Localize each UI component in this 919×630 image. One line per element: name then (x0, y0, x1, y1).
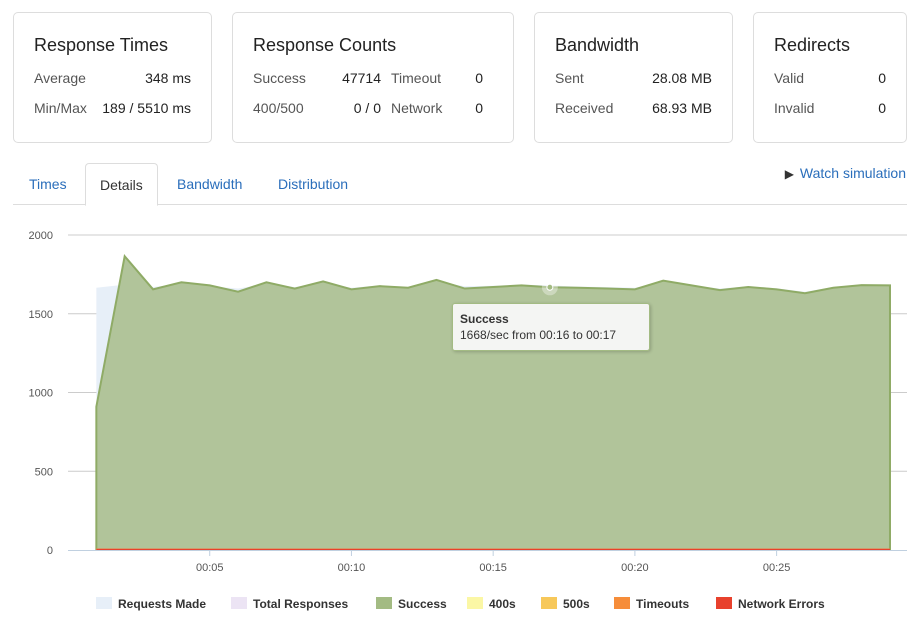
timeout-count-label: Timeout (391, 70, 442, 86)
received-label: Received (555, 100, 614, 116)
chart-axes: 2000 1500 1000 500 0 00:05 00:10 00:15 00:20 00:2… (29, 230, 907, 574)
tab-times[interactable]: Times (29, 176, 67, 192)
sent-label: Sent (555, 70, 584, 86)
tab-details[interactable]: Details (85, 163, 158, 206)
response-times-title: Response Times (34, 35, 169, 55)
legend-swatch (467, 597, 483, 609)
valid-label: Valid (774, 70, 805, 86)
chart-tabs: Times Details Bandwidth Distribution (13, 163, 907, 206)
y-tick-label: 500 (35, 466, 53, 478)
tooltip-title: Success (460, 312, 509, 326)
legend-network-errors[interactable]: Network Errors (716, 597, 825, 611)
legend-swatch (376, 597, 392, 609)
chart-series (95, 254, 891, 551)
y-tick-label: 0 (47, 545, 53, 557)
y-tick-label: 1500 (29, 309, 53, 321)
legend-label: 500s (563, 597, 590, 611)
chart-hover-marker (541, 279, 558, 296)
response-counts-title: Response Counts (253, 35, 397, 55)
legend-label: Requests Made (118, 597, 207, 611)
error-count-label: 400/500 (253, 100, 304, 116)
legend-timeouts[interactable]: Timeouts (614, 597, 689, 611)
hover-point (546, 283, 554, 291)
tab-bandwidth[interactable]: Bandwidth (177, 176, 243, 192)
timeout-count-value: 0 (475, 70, 483, 86)
tab-distribution[interactable]: Distribution (278, 176, 349, 192)
error-count-value: 0 / 0 (353, 100, 381, 116)
legend-swatch (541, 597, 557, 609)
legend-swatch (614, 597, 630, 609)
sent-value: 28.08 MB (652, 70, 712, 86)
y-tick-label: 1000 (29, 388, 53, 400)
minmax-label: Min/Max (34, 100, 87, 116)
received-value: 68.93 MB (652, 100, 712, 116)
chart-tooltip: Success 1668/sec from 00:16 to 00:17 (452, 303, 650, 351)
average-label: Average (34, 70, 86, 86)
success-count-value: 47714 (342, 70, 381, 86)
invalid-value: 0 (878, 100, 886, 116)
series-success (95, 254, 891, 551)
details-chart: 2000 1500 1000 500 0 00:05 00:10 00:15 00:20 00:2… (29, 230, 907, 574)
minmax-value: 189 / 5510 ms (102, 100, 191, 116)
watch-simulation-link[interactable]: ▶ Watch simulation (785, 165, 906, 181)
invalid-label: Invalid (774, 100, 815, 116)
x-tick-label: 00:15 (479, 562, 507, 574)
legend-success[interactable]: Success (376, 597, 447, 611)
average-value: 348 ms (145, 70, 191, 86)
redirects-card: Redirects Valid 0 Invalid 0 (753, 12, 907, 143)
x-tick-label: 00:20 (621, 562, 649, 574)
legend-total-responses[interactable]: Total Responses (231, 597, 348, 611)
legend-400s[interactable]: 400s (467, 597, 516, 611)
bandwidth-title: Bandwidth (555, 35, 640, 55)
legend-label: 400s (489, 597, 516, 611)
network-count-label: Network (391, 100, 443, 116)
legend-requests-made[interactable]: Requests Made (96, 597, 206, 611)
response-counts-card: Response Counts Success 47714 Timeout 0 … (232, 12, 514, 143)
response-times-card: Response Times Average 348 ms Min/Max 18… (13, 12, 212, 143)
y-tick-label: 2000 (29, 230, 53, 242)
x-tick-label: 00:25 (763, 562, 791, 574)
redirects-title: Redirects (774, 35, 851, 55)
legend-swatch (716, 597, 732, 609)
legend-500s[interactable]: 500s (541, 597, 590, 611)
legend-swatch (231, 597, 247, 609)
valid-value: 0 (878, 70, 886, 86)
chart-legend: Requests Made Total Responses Success 40… (0, 597, 919, 615)
success-count-label: Success (253, 70, 306, 86)
x-tick-label: 00:10 (338, 562, 366, 574)
legend-label: Timeouts (636, 597, 690, 611)
legend-swatch (96, 597, 112, 609)
tooltip-text: 1668/sec from 00:16 to 00:17 (460, 328, 617, 342)
network-count-value: 0 (475, 100, 483, 116)
watch-simulation-label: Watch simulation (799, 165, 906, 181)
x-tick-label: 00:05 (196, 562, 224, 574)
legend-label: Network Errors (738, 597, 825, 611)
bandwidth-card: Bandwidth Sent 28.08 MB Received 68.93 M… (534, 12, 733, 143)
legend-label: Total Responses (253, 597, 349, 611)
legend-label: Success (398, 597, 447, 611)
play-icon: ▶ (784, 167, 794, 181)
